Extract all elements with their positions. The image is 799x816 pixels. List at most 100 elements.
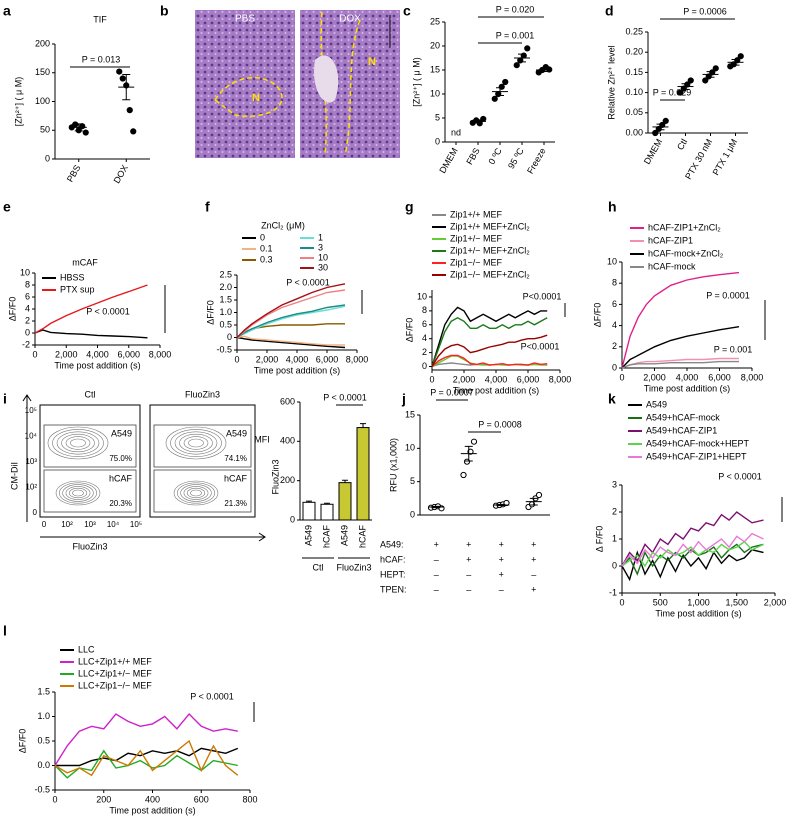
y-tick-label: 15	[405, 409, 415, 419]
row-value: +	[466, 539, 471, 549]
legend-label: 10	[318, 252, 328, 262]
y-tick-label: 4	[612, 320, 617, 330]
data-line	[431, 334, 548, 367]
panel-letter: l	[3, 623, 7, 639]
contour	[174, 431, 218, 455]
y-tick-label: 0.5	[219, 319, 232, 329]
annotation: P < 0.0001	[323, 392, 367, 402]
x-axis-label: Time post addition (s)	[655, 608, 741, 618]
y-tick-label: 8	[612, 278, 617, 288]
x-tick-label: 10³	[84, 520, 96, 529]
data-line	[236, 336, 346, 349]
y-axis-label: ΔF/F0	[17, 729, 27, 754]
legend-label: HBSS	[60, 272, 85, 282]
y-tick-label: 10	[430, 88, 440, 98]
x-tick-label: 4,000	[485, 374, 508, 384]
y-tick-label: 15	[430, 64, 440, 74]
x-axis-label: Time post addition (s)	[109, 805, 195, 815]
annotation: P < 0.0001	[86, 306, 130, 316]
annotation: P = 0.0007	[430, 387, 474, 397]
y-tick-label: 10⁵	[25, 406, 37, 415]
x-tick-label: 4,000	[286, 354, 309, 364]
data-line	[236, 283, 346, 338]
y-tick-label: -0.5	[34, 784, 50, 794]
y-tick-label: 6	[25, 291, 30, 301]
y-tick-label: 10	[405, 443, 415, 453]
y-tick-label: 600	[280, 396, 295, 406]
y-axis-label: Δ F/F0	[594, 526, 604, 553]
y-tick-label: 400	[280, 436, 295, 446]
data-point	[116, 68, 123, 75]
error-bar	[324, 502, 330, 505]
annotation: P = 0.001	[496, 30, 535, 40]
y-tick-label: 0	[410, 509, 415, 519]
data-point	[119, 75, 126, 82]
data-line	[621, 360, 739, 369]
annotation: P = 0.0008	[478, 419, 522, 429]
error-bar	[474, 119, 482, 124]
x-tick-label: 6,000	[117, 349, 140, 359]
y-tick-label: 1.0	[37, 711, 50, 721]
y-tick-label: 1.0	[219, 307, 232, 317]
y-tick-label: 0	[45, 153, 50, 163]
data-line	[431, 317, 548, 367]
panel-letter: d	[605, 3, 614, 19]
contour	[179, 433, 213, 453]
panel-letter: k	[608, 391, 616, 407]
data-point	[502, 78, 509, 86]
row-value: +	[499, 554, 504, 564]
data-point	[130, 128, 137, 135]
y-tick-label: 6	[612, 299, 617, 309]
gate-percent: 74.1%	[224, 454, 247, 463]
legend-label: A549+hCAF-mock	[646, 412, 720, 422]
panel-letter: j	[401, 391, 406, 407]
y-tick-label: 200	[280, 475, 295, 485]
x-tick-label: hCAF	[357, 525, 367, 549]
contour	[47, 426, 109, 460]
y-tick-label: 2	[612, 506, 617, 516]
y-tick-label: 100	[35, 96, 50, 106]
x-tick-label: 400	[145, 794, 160, 804]
row-value: –	[434, 584, 439, 594]
bar	[302, 501, 316, 521]
error-bar	[497, 503, 506, 507]
plot-title: FluoZin3	[185, 389, 220, 399]
panel-letter: i	[3, 391, 7, 407]
y-tick-label: 20	[430, 40, 440, 50]
y-tick-label: -0.5	[216, 344, 232, 354]
y-tick-label: 5	[410, 476, 415, 486]
annotation: P = 0.029	[653, 87, 692, 97]
error-bar	[360, 423, 366, 428]
y-tick-label: 0.00	[625, 127, 643, 137]
x-tick-label: 500	[653, 597, 668, 607]
row-value: +	[434, 539, 439, 549]
data-line	[431, 354, 548, 368]
legend-label: 0.3	[260, 254, 273, 264]
y-tick-label: 10	[20, 267, 30, 277]
x-tick-label: 800	[242, 794, 257, 804]
contour	[183, 436, 209, 450]
x-tick-label: 8,000	[346, 354, 369, 364]
y-tick-label: -1	[609, 587, 617, 597]
group-label: FluoZin3	[336, 562, 371, 572]
y-tick-label: 0.20	[625, 47, 643, 57]
x-axis-label: Time post addition (s)	[54, 360, 140, 370]
x-tick-label: 0	[619, 372, 624, 382]
y-tick-label: 50	[40, 125, 50, 135]
legend-label: A549+hCAF-ZIP1	[646, 425, 717, 435]
data-point	[677, 89, 684, 96]
annotation: P < 0.0001	[190, 691, 234, 701]
y-tick-label: 4	[25, 303, 30, 313]
y-tick-label: 10³	[25, 457, 37, 466]
y-tick-label: 2	[612, 341, 617, 351]
row-label: TPEN:	[380, 584, 407, 594]
x-tick-label: 0	[42, 520, 47, 529]
annotation: P < 0.0001	[286, 277, 330, 287]
vessel	[314, 55, 339, 103]
y-tick-label: 5	[435, 112, 440, 122]
x-tick-label: 2,000	[643, 372, 666, 382]
y-tick-label: 0.15	[625, 67, 643, 77]
error-bar	[540, 68, 548, 72]
legend-label: LLC+Zip1+/− MEF	[78, 668, 152, 678]
panel-letter: e	[3, 199, 11, 215]
